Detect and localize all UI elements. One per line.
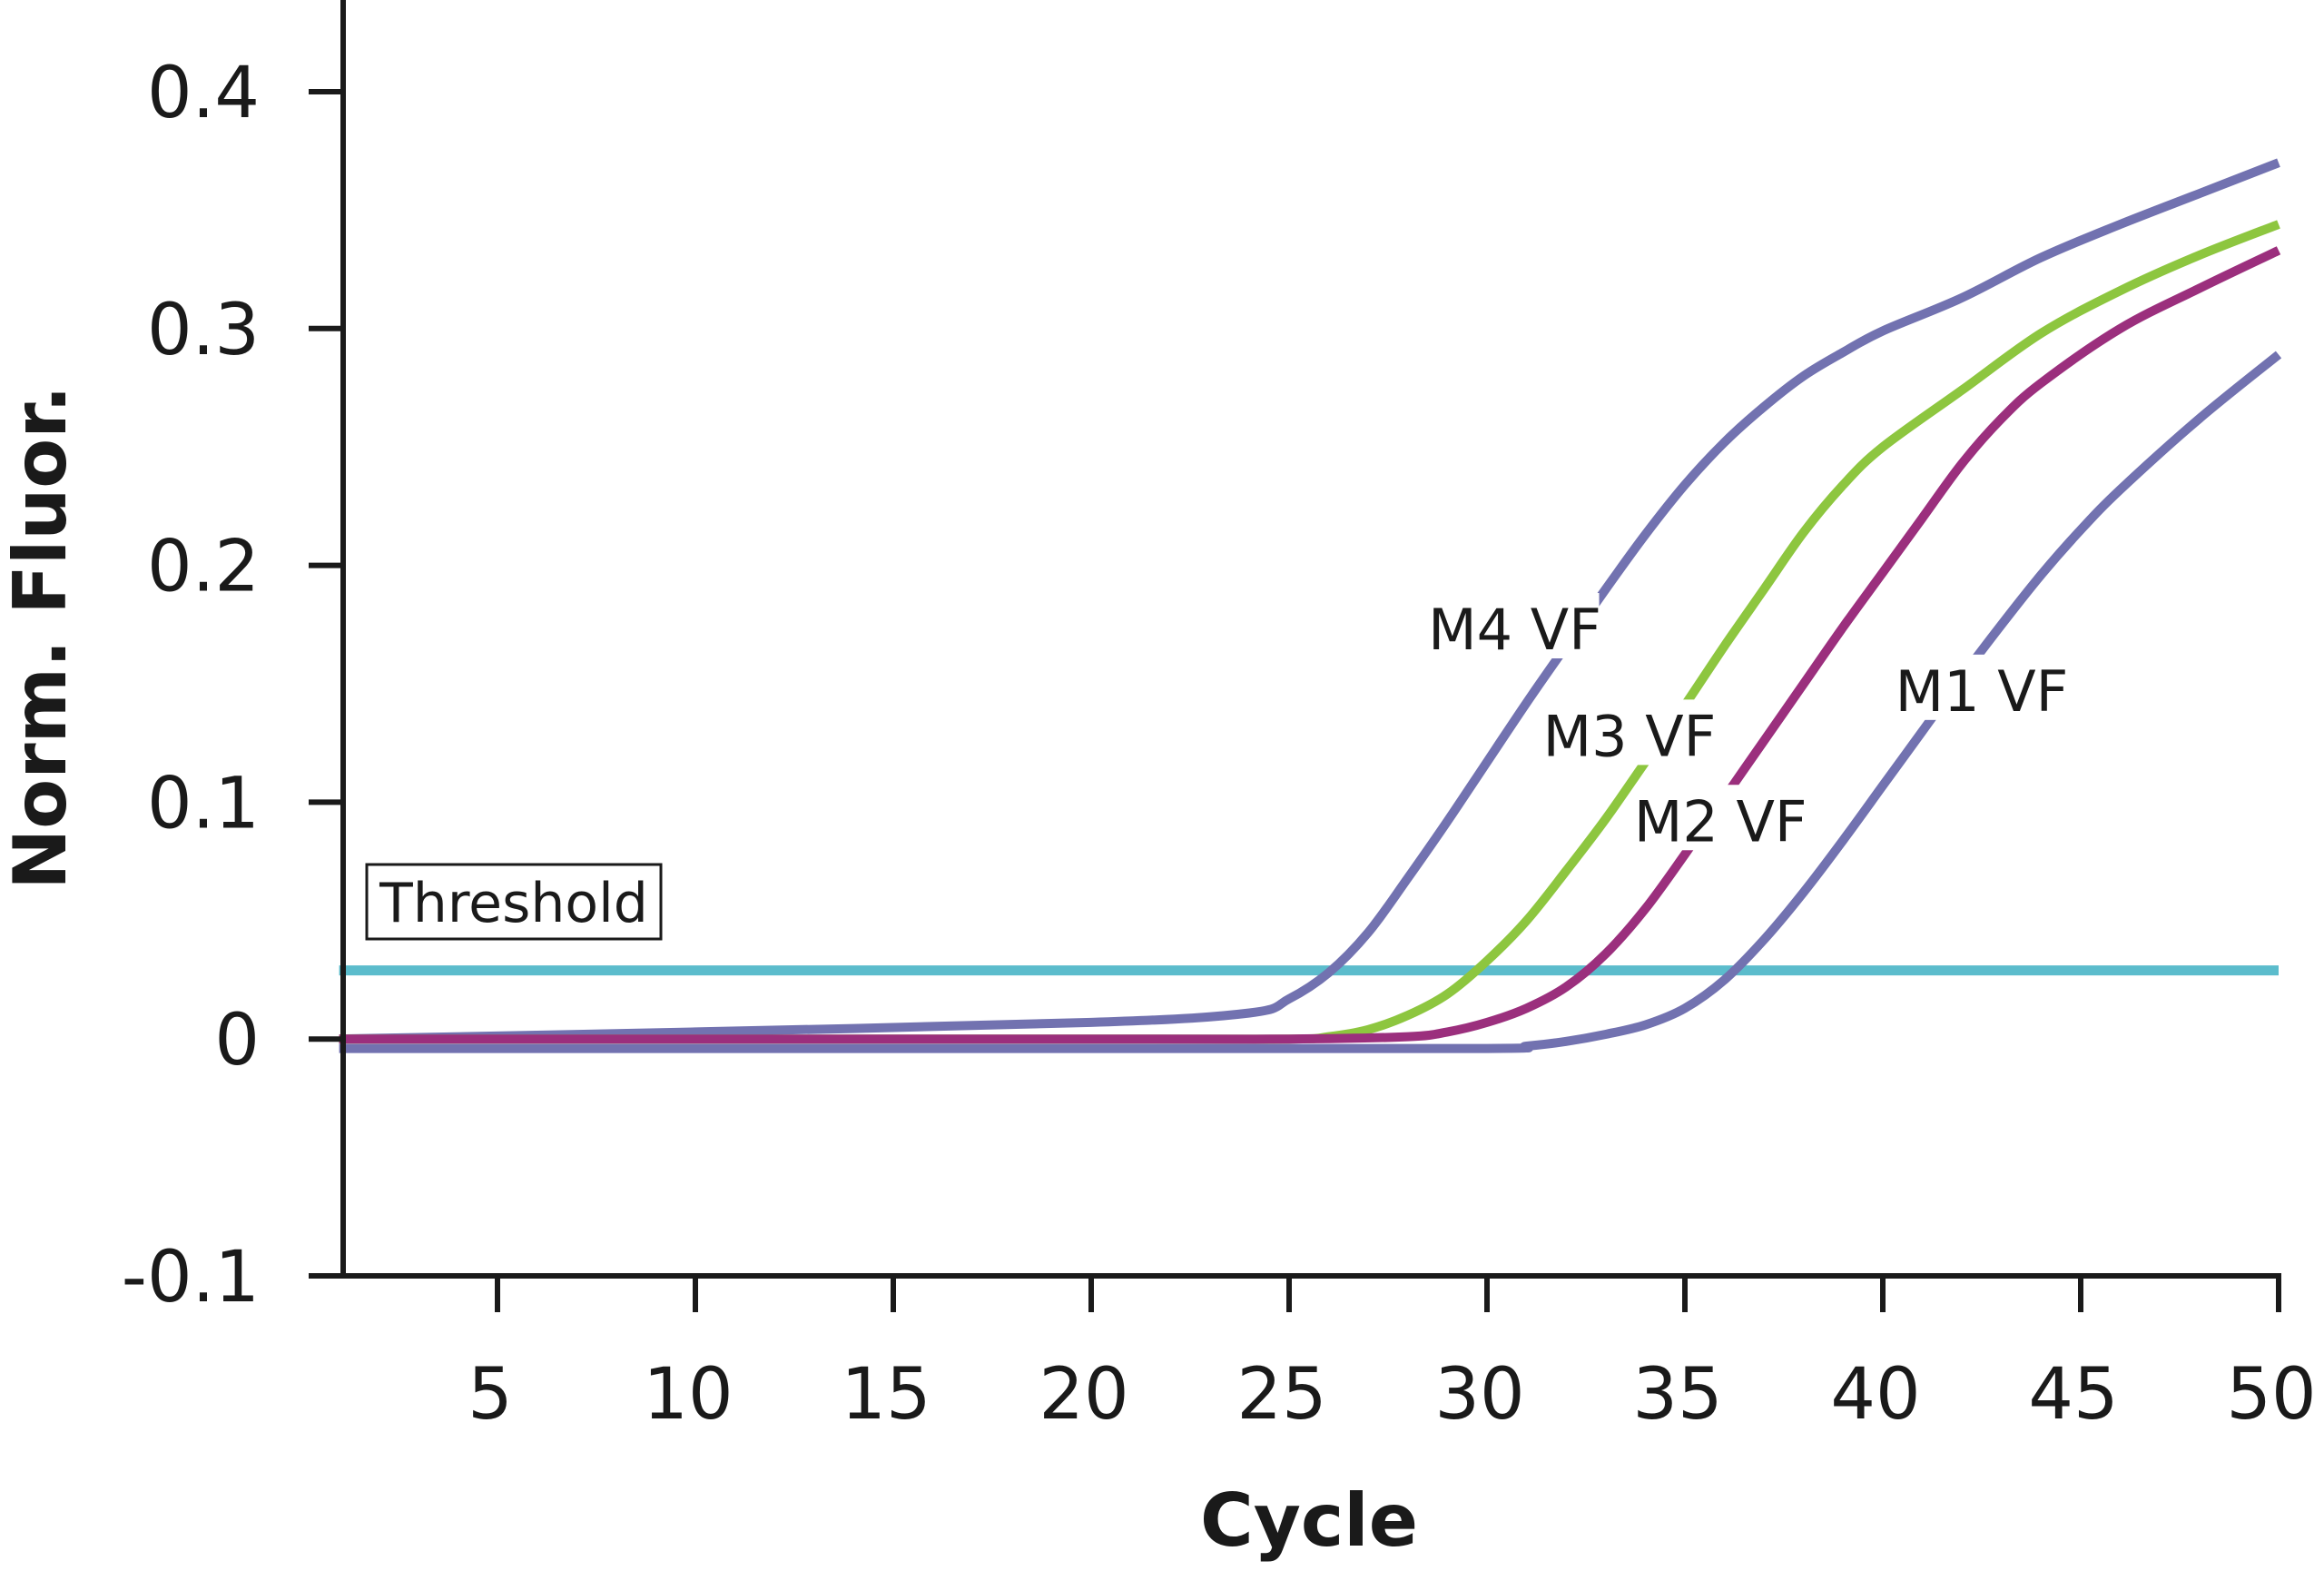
y-tick-label: 0.3: [147, 290, 260, 371]
x-tick-label: 5: [468, 1354, 513, 1436]
x-tick-label: 30: [1434, 1354, 1524, 1436]
x-axis-title: Cycle: [1200, 1478, 1418, 1563]
x-tick-label: 15: [841, 1354, 931, 1436]
series-label-bg: [1430, 593, 1600, 659]
x-tick-label: 25: [1236, 1354, 1326, 1436]
series-label-m1-vf: M1 VF: [1896, 658, 2069, 725]
x-tick-label: 45: [2028, 1354, 2118, 1436]
y-axis-title: Norm. Fluor.: [0, 385, 83, 889]
series-label-m2-vf: M2 VF: [1634, 788, 1807, 855]
threshold-label: Threshold: [379, 872, 648, 935]
series-label-bg: [1897, 654, 2066, 720]
series-line-m2-vf: [339, 246, 2281, 1044]
y-tick-label: 0.2: [147, 527, 260, 608]
y-tick-label: -0.1: [122, 1237, 260, 1319]
axes-layer: [309, 0, 2281, 1312]
threshold-label-box: [365, 863, 663, 941]
x-tick-label: 10: [643, 1354, 733, 1436]
series-label-bg: [1636, 785, 1806, 851]
x-tick-label: 40: [1830, 1354, 1920, 1436]
x-tick-label: 50: [2226, 1354, 2316, 1436]
series-line-m1-vf: [339, 351, 2282, 1053]
series-layer: [339, 158, 2282, 1053]
series-label-bg: [1544, 699, 1714, 766]
x-tick-label: 20: [1039, 1354, 1128, 1436]
series-label-m3-vf: M3 VF: [1543, 703, 1717, 769]
x-tick-label: 35: [1632, 1354, 1722, 1436]
y-tick-label: 0.1: [147, 763, 260, 845]
labels-layer: -0.1 0 0.1 0.2 0.3 0.4 5 10 15 20 25 30 35 40 45 50 Cycl…: [0, 53, 2317, 1563]
y-tick-label: 0: [214, 1000, 260, 1082]
series-label-m4-vf: M4 VF: [1428, 597, 1601, 663]
y-tick-label: 0.4: [147, 53, 260, 134]
